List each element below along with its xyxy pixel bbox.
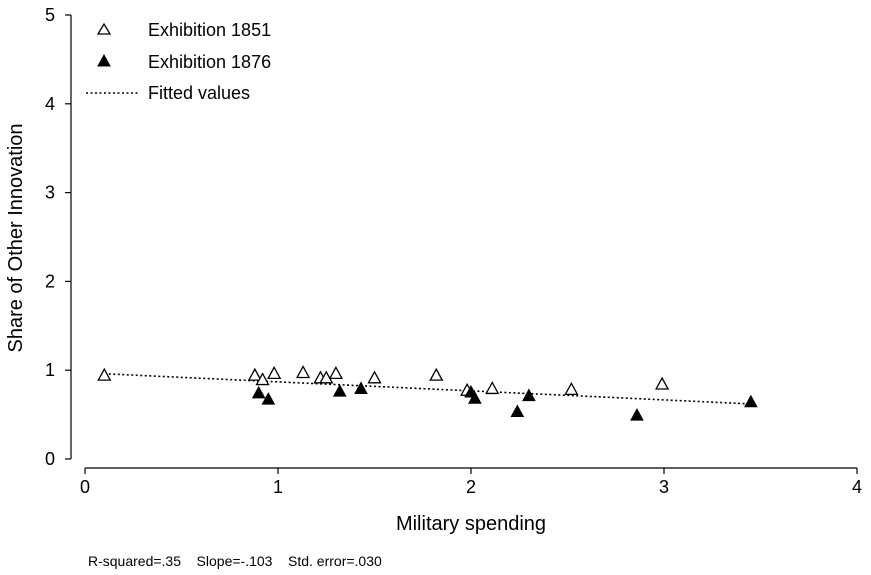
x-tick-label: 0	[80, 477, 90, 497]
point-exhibition-1876	[332, 384, 347, 397]
data-marks	[97, 365, 758, 421]
legend-marker-exhibition-1876	[97, 53, 111, 67]
x-tick-label: 3	[659, 477, 669, 497]
point-exhibition-1876	[251, 385, 266, 399]
point-exhibition-1876	[744, 394, 758, 408]
axes: 0 1 2 3 4 0 1 2 3 4 5	[45, 5, 862, 497]
x-axis-title: Military spending	[396, 513, 546, 535]
x-tick-label: 1	[273, 477, 283, 497]
legend-label-fitted-values: Fitted values	[148, 83, 250, 103]
point-exhibition-1851	[247, 367, 262, 381]
y-tick-label: 2	[45, 271, 55, 291]
point-exhibition-1876	[468, 391, 482, 404]
point-exhibition-1851	[654, 376, 670, 390]
y-tick-label: 1	[45, 360, 55, 380]
point-exhibition-1876	[510, 404, 525, 418]
legend-marker-exhibition-1851	[96, 22, 112, 35]
legend-label-exhibition-1851: Exhibition 1851	[148, 20, 271, 40]
x-tick-label: 4	[852, 477, 862, 497]
point-exhibition-1851	[367, 370, 382, 384]
point-exhibition-1876	[630, 408, 644, 421]
point-exhibition-1851	[319, 370, 334, 384]
x-tick-label: 2	[466, 477, 476, 497]
y-tick-label: 3	[45, 183, 55, 203]
point-exhibition-1851	[255, 372, 270, 386]
legend: Exhibition 1851 Exhibition 1876 Fitted v…	[86, 20, 271, 103]
point-exhibition-1851	[485, 381, 500, 395]
fitted-values-line	[104, 372, 751, 405]
regression-stats-note: R-squared=.35 Slope=-.103 Std. error=.03…	[88, 553, 382, 569]
point-exhibition-1851	[328, 366, 343, 380]
y-tick-label: 4	[45, 94, 55, 114]
legend-label-exhibition-1876: Exhibition 1876	[148, 52, 271, 72]
point-exhibition-1876	[261, 392, 276, 405]
point-exhibition-1851	[97, 367, 112, 381]
point-exhibition-1851	[429, 367, 444, 381]
point-exhibition-1876	[354, 381, 368, 394]
point-exhibition-1851	[295, 365, 311, 379]
y-tick-label: 5	[45, 5, 55, 25]
point-exhibition-1851	[564, 381, 579, 395]
y-axis-title: Share of Other Innovation	[5, 123, 27, 352]
point-exhibition-1876	[522, 388, 536, 402]
point-exhibition-1851	[267, 366, 282, 380]
y-tick-label: 0	[45, 449, 55, 469]
